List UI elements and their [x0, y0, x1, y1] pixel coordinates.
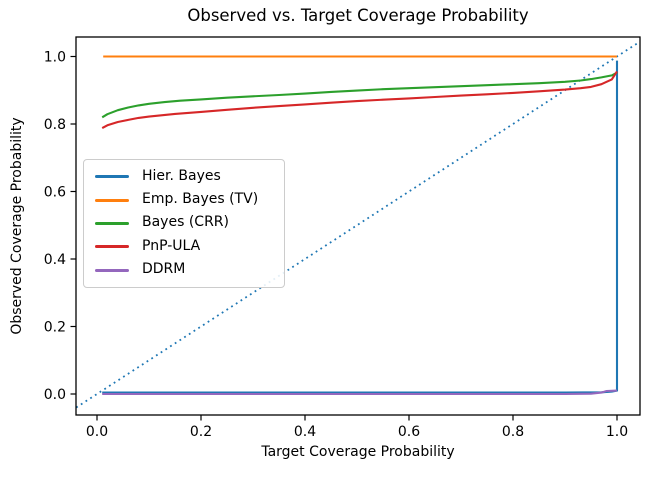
legend-label: Hier. Bayes: [142, 167, 221, 184]
x-axis-label: Target Coverage Probability: [261, 444, 455, 460]
legend: Hier. Bayes Emp. Bayes (TV) Bayes (CRR) …: [83, 159, 285, 288]
legend-label: PnP-ULA: [142, 237, 201, 254]
y-tick-label: 0.4: [44, 252, 66, 268]
legend-line-swatch-emp-bayes-tv: [95, 198, 129, 202]
y-tick-label: 0.2: [44, 320, 66, 336]
y-tick-label: 0.8: [44, 117, 66, 133]
legend-item-bayes-crr: Bayes (CRR): [95, 215, 273, 231]
series-line-bayes-crr: [101, 71, 618, 119]
series-line-ddrm: [102, 389, 618, 396]
legend-label: Emp. Bayes (TV): [142, 191, 259, 208]
x-tick-label: 0.0: [86, 424, 108, 440]
x-tick-label: 0.8: [502, 424, 524, 440]
x-tick-label: 0.4: [294, 424, 316, 440]
legend-item-hier-bayes: Hier. Bayes: [95, 169, 273, 185]
legend-item-pnp-ula: PnP-ULA: [95, 239, 273, 255]
legend-label: Bayes (CRR): [142, 214, 229, 231]
legend-line-swatch-hier-bayes: [95, 175, 129, 179]
chart-title: Observed vs. Target Coverage Probability: [187, 6, 529, 25]
y-axis-label: Observed Coverage Probability: [9, 117, 25, 335]
y-tick-label: 0.0: [44, 387, 66, 403]
legend-item-ddrm: DDRM: [95, 262, 273, 278]
legend-item-emp-bayes-tv: Emp. Bayes (TV): [95, 192, 273, 208]
legend-label: DDRM: [142, 261, 186, 278]
legend-line-swatch-pnp-ula: [95, 245, 129, 249]
axes-frame: [75, 36, 641, 416]
legend-line-swatch-ddrm: [95, 268, 129, 272]
x-tick-label: 1.0: [606, 424, 628, 440]
legend-line-swatch-bayes-crr: [95, 221, 129, 225]
x-tick-label: 0.2: [190, 424, 212, 440]
x-tick-label: 0.6: [398, 424, 420, 440]
y-tick-label: 0.6: [44, 185, 66, 201]
series-line-pnp-ula: [101, 70, 618, 130]
y-tick-label: 1.0: [44, 50, 66, 66]
